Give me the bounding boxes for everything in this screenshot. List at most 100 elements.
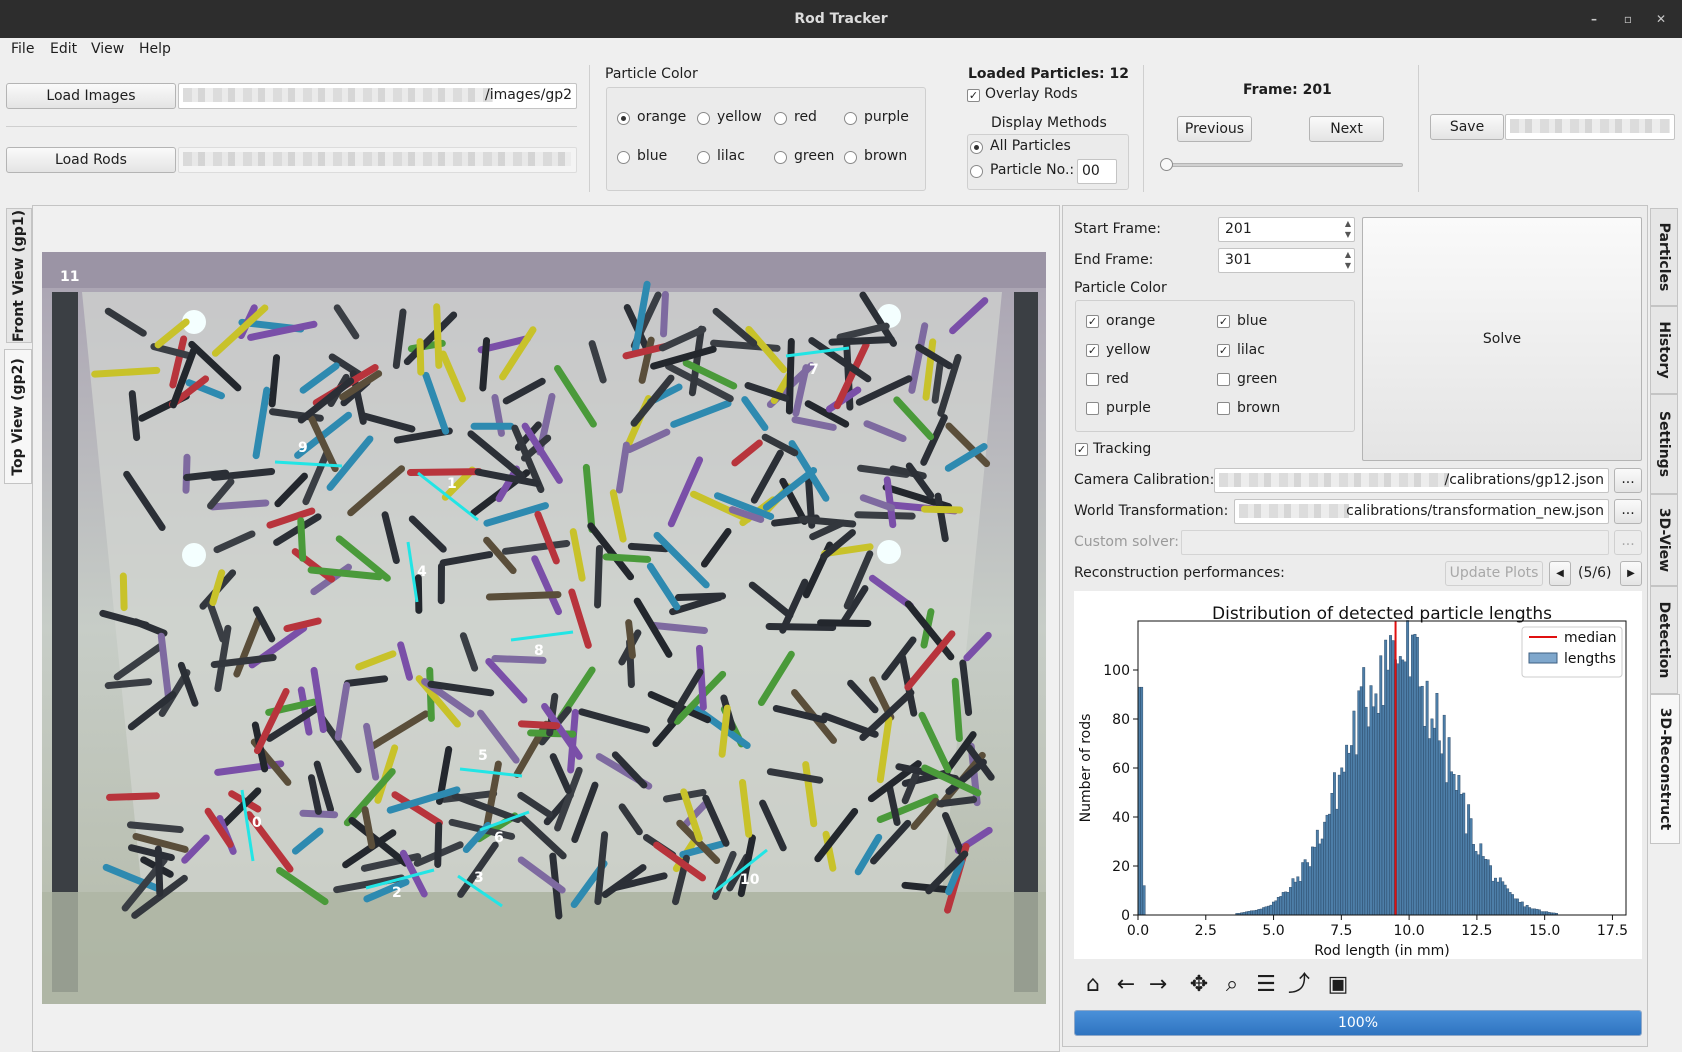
home-icon[interactable]: ⌂ [1086, 972, 1100, 997]
edit-axis-icon[interactable]: ⤴ [1287, 972, 1310, 997]
histogram-bar [1535, 908, 1539, 916]
load-images-button[interactable]: Load Images [6, 83, 176, 109]
particle-no-input[interactable]: 00 [1077, 159, 1117, 184]
x-tick-label: 15.0 [1529, 923, 1560, 939]
rod [963, 631, 992, 662]
histogram-bar [1274, 900, 1278, 916]
rod [650, 345, 717, 370]
radio-blue[interactable] [617, 151, 630, 164]
radio-green[interactable] [774, 151, 787, 164]
check-yellow[interactable]: ✓ [1086, 344, 1099, 357]
configure-subplots-icon[interactable]: ☰ [1256, 972, 1276, 997]
save-figure-icon[interactable]: ▣ [1327, 972, 1349, 997]
frame-slider-handle[interactable] [1160, 158, 1173, 171]
custom-solver-browse-button[interactable]: ... [1614, 530, 1642, 555]
rod [945, 758, 987, 795]
histogram-bar [1330, 793, 1334, 916]
rod [876, 793, 939, 824]
rod [779, 578, 809, 634]
check-lilac[interactable]: ✓ [1217, 344, 1230, 357]
tab-detection[interactable]: Detection [1650, 586, 1678, 694]
check-purple[interactable] [1086, 402, 1099, 415]
tab-3d-view[interactable]: 3D-View [1650, 494, 1678, 586]
save-button[interactable]: Save [1430, 114, 1504, 140]
menu-help[interactable]: Help [139, 41, 171, 57]
radio-purple[interactable] [844, 112, 857, 125]
rod [343, 675, 389, 687]
close-icon[interactable]: ✕ [1655, 12, 1667, 26]
rod [931, 360, 944, 404]
tab-top-view[interactable]: Top View (gp2) [4, 349, 32, 484]
check-green[interactable] [1217, 373, 1230, 386]
end-frame-spinbox[interactable]: 301 ▲ ▼ [1218, 248, 1355, 273]
rod [646, 562, 681, 611]
histogram-bar [1303, 859, 1307, 916]
previous-button[interactable]: Previous [1177, 116, 1252, 142]
radio-orange[interactable] [617, 112, 630, 125]
radio-brown[interactable] [844, 151, 857, 164]
tracking-checkbox[interactable]: ✓ [1075, 443, 1088, 456]
zoom-icon[interactable]: ⌕ [1225, 972, 1239, 997]
load-rods-button[interactable]: Load Rods [6, 147, 176, 173]
radio-lilac[interactable] [697, 151, 710, 164]
custom-solver-field[interactable] [1181, 530, 1609, 555]
world-transformation-browse-button[interactable]: ... [1614, 499, 1642, 524]
images-path-field[interactable]: /images/gp2 [178, 83, 577, 109]
check-red[interactable] [1086, 373, 1099, 386]
next-button[interactable]: Next [1309, 116, 1384, 142]
check-blue[interactable]: ✓ [1217, 315, 1230, 328]
toolbar-divider [1418, 65, 1419, 192]
rod [128, 390, 141, 442]
next-plot-button[interactable]: ▶ [1620, 561, 1642, 586]
rod [517, 856, 566, 894]
radio-yellow[interactable] [697, 112, 710, 125]
rod [859, 494, 896, 512]
rod [299, 362, 340, 394]
start-frame-spinbox[interactable]: 201 ▲ ▼ [1218, 217, 1355, 242]
menu-view[interactable]: View [91, 41, 125, 57]
pan-icon[interactable]: ✥ [1189, 972, 1209, 997]
histogram-bar [1528, 907, 1532, 916]
tab-front-view[interactable]: Front View (gp1) [6, 208, 32, 343]
radio-particle-no[interactable] [970, 165, 983, 178]
camera-calibration-browse-button[interactable]: ... [1614, 468, 1642, 493]
title-bar: Rod Tracker – ▫ ✕ [0, 0, 1682, 38]
tab-3d-reconstruct[interactable]: 3D-Reconstruct [1650, 694, 1680, 844]
radio-label-purple: purple [864, 109, 909, 125]
menu-file[interactable]: File [11, 41, 35, 57]
tab-history[interactable]: History [1650, 306, 1678, 394]
rod [517, 791, 553, 818]
world-transformation-field[interactable]: calibrations/transformation_new.json [1234, 499, 1609, 524]
menu-edit[interactable]: Edit [50, 41, 78, 57]
rod [949, 297, 989, 335]
histogram-bar [1276, 897, 1280, 916]
save-path-field[interactable] [1505, 114, 1675, 140]
check-brown[interactable] [1217, 402, 1230, 415]
y-tick-label: 80 [1112, 712, 1130, 728]
frame-slider-track[interactable] [1165, 163, 1403, 167]
frame-number-overlay: 11 [60, 269, 79, 285]
camera-calibration-field[interactable]: /calibrations/gp12.json [1214, 468, 1609, 493]
overlay-rods-checkbox[interactable]: ✓ [967, 89, 980, 102]
radio-all-particles[interactable] [970, 141, 983, 154]
rods-path-field[interactable] [178, 147, 577, 173]
rod [658, 325, 707, 352]
camera-image[interactable]: 11 0 1 2 3 4 5 6 7 8 9 10 [42, 252, 1046, 1004]
performances-label: Reconstruction performances: [1074, 565, 1285, 581]
solve-button[interactable]: Solve [1362, 217, 1642, 461]
radio-red[interactable] [774, 112, 787, 125]
world-transformation-label: World Transformation: [1074, 503, 1229, 519]
minimize-icon[interactable]: – [1591, 12, 1597, 26]
histogram-bar [1259, 908, 1263, 916]
tab-particles[interactable]: Particles [1650, 208, 1678, 306]
rod [333, 304, 360, 340]
rod [868, 574, 914, 610]
tab-settings[interactable]: Settings [1650, 394, 1678, 494]
update-plots-button[interactable]: Update Plots [1445, 561, 1543, 586]
check-orange[interactable]: ✓ [1086, 315, 1099, 328]
back-arrow-icon[interactable]: ← [1116, 972, 1136, 997]
maximize-icon[interactable]: ▫ [1623, 12, 1633, 26]
forward-arrow-icon[interactable]: → [1148, 972, 1168, 997]
histogram-bar [1513, 898, 1517, 916]
prev-plot-button[interactable]: ◀ [1549, 561, 1571, 586]
